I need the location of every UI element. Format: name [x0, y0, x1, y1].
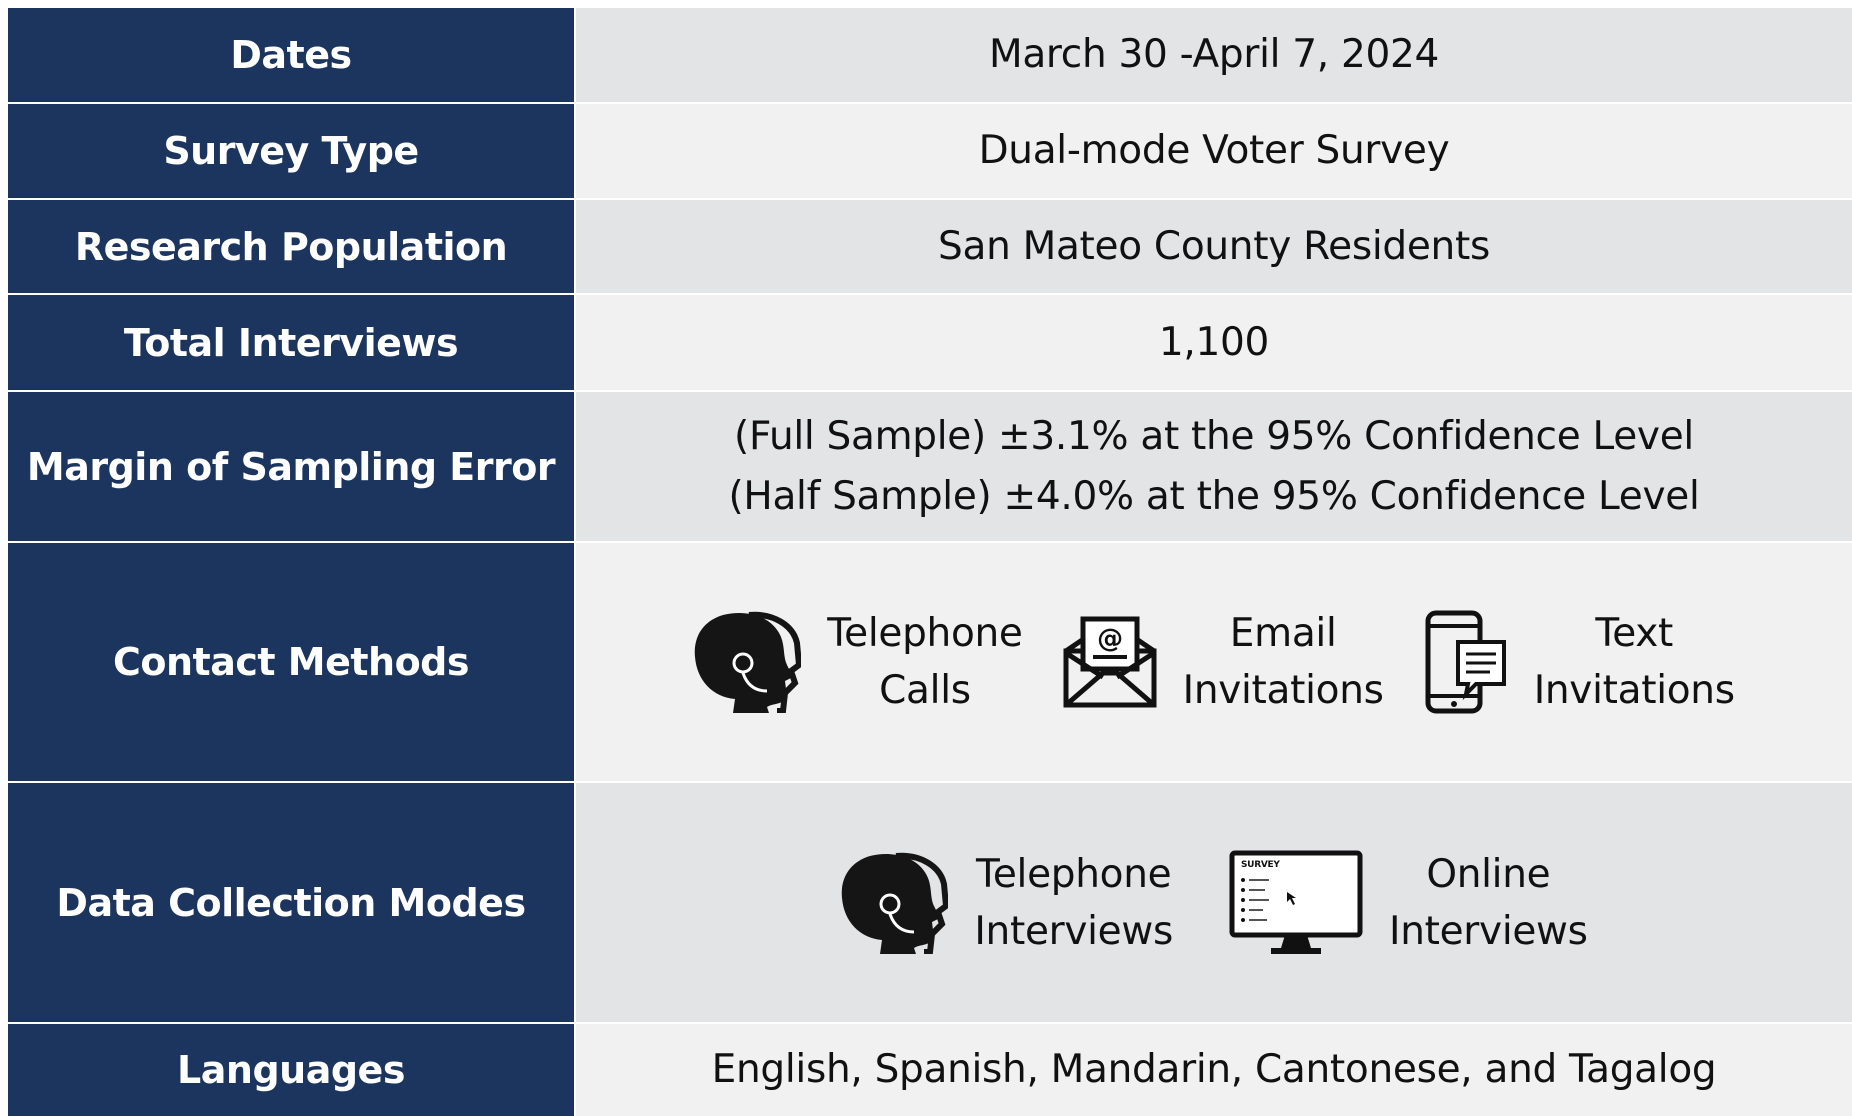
- row-label: Research Population: [8, 200, 574, 293]
- item: Telephone Interviews: [840, 846, 1173, 960]
- row-label: Data Collection Modes: [8, 783, 574, 1022]
- headset-icon: [694, 611, 802, 713]
- item-line: Calls: [879, 668, 971, 713]
- value-line: (Half Sample) ±4.0% at the 95% Confidenc…: [728, 473, 1700, 519]
- item-line: Invitations: [1533, 668, 1735, 713]
- item-line: Telephone: [975, 851, 1172, 897]
- headset-icon: [842, 852, 949, 954]
- items: Telephone Interviews SURVEY Online Intervi…: [840, 846, 1588, 960]
- item-line: Text: [1595, 611, 1674, 656]
- row: Total Interviews 1,100: [8, 295, 1852, 390]
- row: Dates March 30 -April 7, 2024: [8, 8, 1852, 102]
- row: Languages English, Spanish, Mandarin, Ca…: [8, 1024, 1852, 1116]
- row-value: March 30 -April 7, 2024: [576, 8, 1852, 102]
- item-line: Telephone: [827, 611, 1023, 656]
- row: Survey Type Dual-mode Voter Survey: [8, 104, 1852, 198]
- svg-text:@: @: [1097, 624, 1123, 654]
- table: Dates March 30 -April 7, 2024 Survey Typ…: [8, 8, 1852, 1116]
- item-line: Interviews: [1389, 908, 1588, 954]
- row-value: Telephone Calls @ Email Invitations Text In…: [576, 543, 1852, 781]
- monitor-icon: SURVEY: [1229, 850, 1363, 954]
- row-value: San Mateo County Residents: [576, 200, 1852, 293]
- row-value: English, Spanish, Mandarin, Cantonese, a…: [576, 1024, 1852, 1116]
- value-line: (Full Sample) ±3.1% at the 95% Confidenc…: [734, 413, 1694, 459]
- row: Data Collection Modes Telephone Interview…: [8, 783, 1852, 1022]
- items: Telephone Calls @ Email Invitations Text In…: [693, 605, 1735, 719]
- row-value: (Full Sample) ±3.1% at the 95% Confidenc…: [576, 392, 1852, 541]
- row-value: Telephone Interviews SURVEY Online Intervi…: [576, 783, 1852, 1022]
- item-text: Text Invitations: [1534, 605, 1735, 719]
- item-line: Email: [1229, 611, 1337, 656]
- item-text: Telephone Interviews: [974, 846, 1173, 960]
- row-label: Contact Methods: [8, 543, 574, 781]
- row: Contact Methods Telephone Calls @ Email In…: [8, 543, 1852, 781]
- item: Telephone Calls: [693, 605, 1023, 719]
- item: SURVEY Online Interviews: [1229, 846, 1588, 960]
- row: Research Population San Mateo County Res…: [8, 200, 1852, 293]
- row-label: Survey Type: [8, 104, 574, 198]
- item-text: Telephone Calls: [827, 605, 1023, 719]
- row: Margin of Sampling Error (Full Sample) ±…: [8, 392, 1852, 541]
- item: Text Invitations: [1424, 605, 1735, 719]
- item-line: Online: [1426, 851, 1551, 897]
- row-label: Total Interviews: [8, 295, 574, 390]
- row-value: 1,100: [576, 295, 1852, 390]
- item-text: Online Interviews: [1389, 846, 1588, 960]
- item-line: Interviews: [974, 908, 1173, 954]
- row-label: Languages: [8, 1024, 574, 1116]
- item: @ Email Invitations: [1063, 605, 1384, 719]
- row-label: Margin of Sampling Error: [8, 392, 574, 541]
- row-label: Dates: [8, 8, 574, 102]
- row-value: Dual-mode Voter Survey: [576, 104, 1852, 198]
- svg-text:SURVEY: SURVEY: [1241, 860, 1280, 870]
- email-icon: @: [1063, 616, 1157, 708]
- text-icon: [1425, 610, 1506, 714]
- item-line: Invitations: [1182, 668, 1384, 713]
- item-text: Email Invitations: [1183, 605, 1384, 719]
